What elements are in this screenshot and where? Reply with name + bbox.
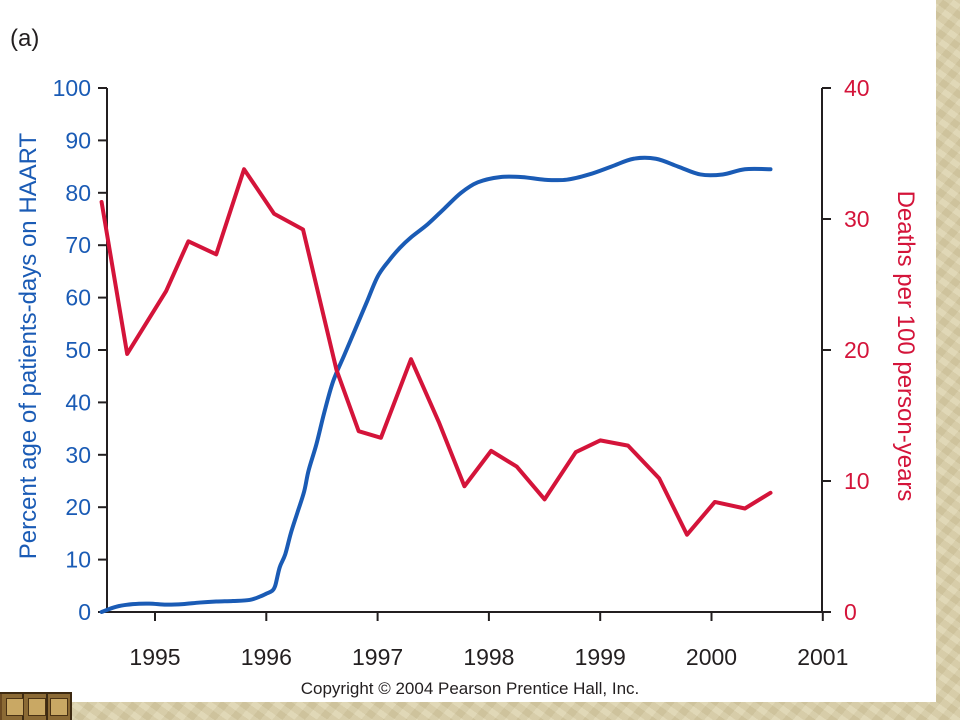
y-left-tick-label: 40 bbox=[65, 389, 91, 415]
x-tick-label: 1995 bbox=[129, 644, 180, 670]
chart-axes bbox=[106, 88, 823, 613]
y-left-tick-label: 60 bbox=[65, 285, 91, 311]
chart-ticks: 0 10 20 30 40 50 60 70 80 90 100 0 10 20 30 40 1995 1996 1… bbox=[53, 75, 870, 670]
death-rate-series-line bbox=[99, 167, 773, 537]
y-left-tick-label: 50 bbox=[65, 337, 91, 363]
chart-lines bbox=[99, 155, 773, 614]
copyright-text: Copyright © 2004 Pearson Prentice Hall, … bbox=[301, 679, 640, 698]
panel-label: (a) bbox=[10, 25, 39, 52]
y-left-tick-label: 80 bbox=[65, 180, 91, 206]
x-tick-label: 2001 bbox=[797, 644, 848, 670]
y-left-tick-label: 100 bbox=[53, 75, 91, 101]
y-left-tick-label: 0 bbox=[78, 599, 91, 625]
x-tick-label: 1997 bbox=[352, 644, 403, 670]
x-tick-label: 1996 bbox=[241, 644, 292, 670]
haart-deaths-chart: (a) 0 10 20 30 40 50 60 70 80 90 100 0 10 20 30 40 1995 1… bbox=[10, 25, 919, 698]
y-left-tick-label: 20 bbox=[65, 494, 91, 520]
y-axis-left-label: Percent age of patients-days on HAART bbox=[15, 132, 42, 559]
y-right-tick-label: 20 bbox=[844, 337, 870, 363]
x-tick-label: 1998 bbox=[463, 644, 514, 670]
y-right-tick-label: 10 bbox=[844, 468, 870, 494]
y-right-tick-label: 0 bbox=[844, 599, 857, 625]
y-right-tick-label: 40 bbox=[844, 75, 870, 101]
y-left-tick-label: 10 bbox=[65, 547, 91, 573]
y-left-tick-label: 90 bbox=[65, 127, 91, 153]
haart-percent-series-line bbox=[99, 155, 773, 614]
y-right-tick-label: 30 bbox=[844, 206, 870, 232]
slide-panel bbox=[0, 0, 936, 702]
x-tick-label: 1999 bbox=[575, 644, 626, 670]
corner-logo-icon bbox=[0, 692, 72, 720]
y-left-tick-label: 70 bbox=[65, 232, 91, 258]
x-tick-label: 2000 bbox=[686, 644, 737, 670]
y-left-tick-label: 30 bbox=[65, 442, 91, 468]
y-axis-right-label: Deaths per 100 person-years bbox=[892, 191, 919, 502]
